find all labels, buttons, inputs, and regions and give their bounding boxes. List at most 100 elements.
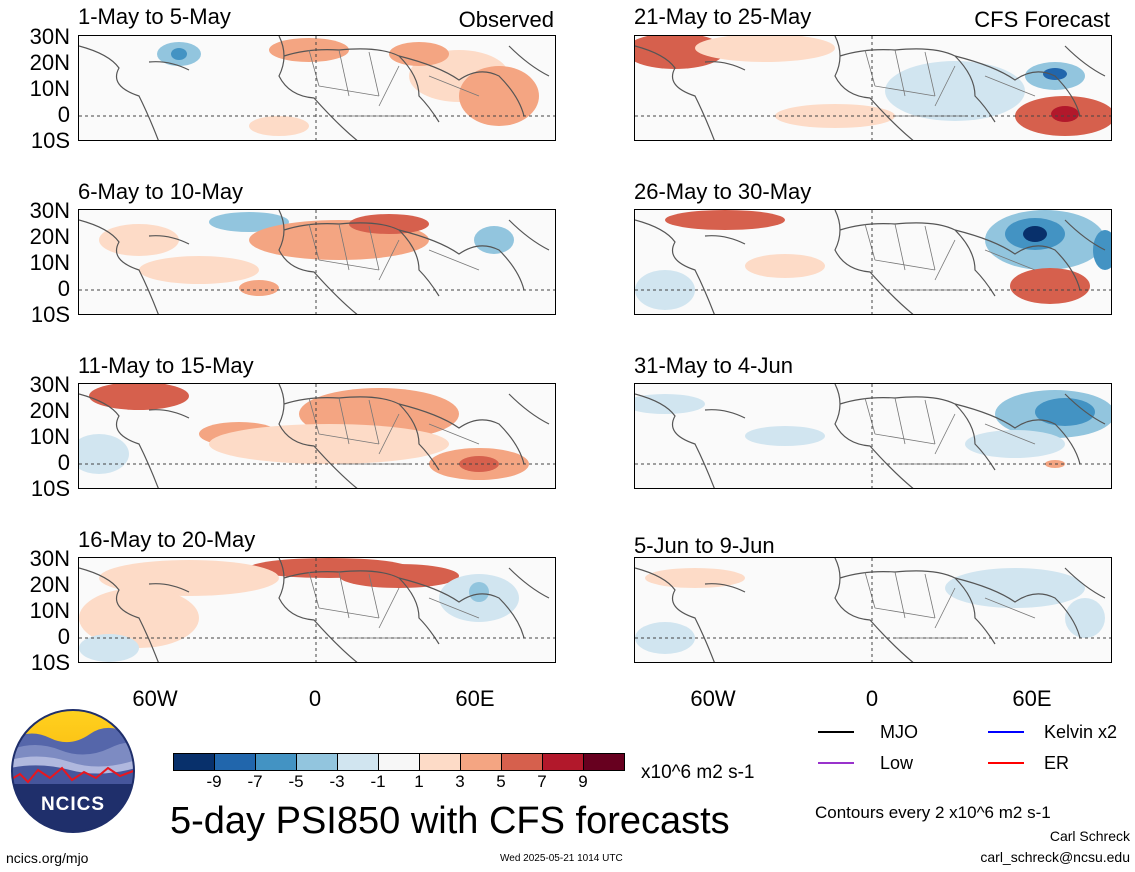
lon-label-left-60e: 60E	[455, 686, 495, 711]
colorbar-units: x10^6 m2 s-1	[641, 762, 755, 783]
map-panel-6	[634, 383, 1112, 489]
lon-label-right-0: 0	[865, 686, 879, 711]
legend-label-low: Low	[880, 753, 914, 773]
lat-label: 10N	[29, 598, 70, 623]
colorbar-cell	[296, 753, 338, 771]
lat-label: 0	[57, 276, 70, 301]
lat-label: 10S	[30, 650, 70, 675]
lat-label: 10N	[29, 76, 70, 101]
anomaly-shading	[469, 582, 489, 602]
anomaly-shading	[339, 564, 459, 588]
colorbar-tick-label: 5	[496, 772, 506, 791]
anomaly-shading	[209, 212, 289, 232]
colorbar-tick-label: -7	[247, 772, 263, 791]
colorbar-tick-label: -5	[288, 772, 304, 791]
anomaly-shading	[945, 568, 1085, 608]
colorbar-cell	[378, 753, 420, 771]
anomaly-shading	[99, 224, 179, 256]
anomaly-shading	[965, 430, 1065, 458]
lon-label-left-0: 0	[308, 686, 322, 711]
map-field	[79, 384, 555, 488]
logo-graphic	[11, 709, 135, 833]
anomaly-shading	[695, 36, 835, 62]
map-field	[635, 384, 1111, 488]
coastline	[79, 384, 550, 488]
coastline	[79, 210, 550, 314]
coastline	[79, 558, 550, 662]
panel-title-1: 1-May to 5-May	[78, 4, 231, 29]
map-field	[79, 210, 555, 314]
colorbar-tick-label: -3	[329, 772, 345, 791]
anomaly-shading	[665, 210, 785, 230]
author-email: carl_schreck@ncsu.edu	[980, 849, 1130, 865]
lat-label: 10N	[29, 424, 70, 449]
coastline	[635, 210, 1106, 314]
legend-label-kelvin: Kelvin x2	[1044, 722, 1118, 742]
colorbar-cell	[542, 753, 584, 771]
country-borders	[308, 397, 480, 465]
coastline	[79, 36, 550, 140]
anomaly-shading	[139, 256, 259, 284]
map-field	[635, 36, 1111, 140]
colorbar-tick-label: 7	[537, 772, 547, 791]
map-field	[79, 558, 555, 662]
lat-label: 10S	[30, 476, 70, 501]
anomaly-shading	[645, 568, 745, 588]
legend-label-er: ER	[1044, 753, 1070, 773]
lat-label: 20N	[29, 50, 70, 75]
lat-label: 30N	[29, 198, 70, 223]
colorbar-cell	[173, 753, 215, 771]
coastline	[635, 384, 1106, 488]
main-title: 5-day PSI850 with CFS forecasts	[170, 800, 730, 842]
anomaly-shading	[745, 254, 825, 278]
lat-label: 10N	[29, 250, 70, 275]
anomaly-shading	[99, 560, 279, 596]
panel-title-4: 26-May to 30-May	[634, 179, 812, 204]
anomaly-shading	[1043, 68, 1067, 80]
logo-text: NCICS	[40, 794, 106, 815]
map-field	[635, 558, 1111, 662]
anomaly-shading	[885, 61, 1025, 121]
panel-title-8: 5-Jun to 9-Jun	[634, 533, 775, 558]
colorbar-cell	[583, 753, 625, 771]
country-borders	[308, 49, 480, 117]
anomaly-shading	[389, 42, 449, 66]
lat-label: 10S	[30, 128, 70, 153]
colorbar-tick-label: -1	[370, 772, 386, 791]
anomaly-shading	[474, 226, 514, 254]
contour-note: Contours every 2 x10^6 m2 s-1	[815, 803, 1051, 822]
lat-label: 30N	[29, 546, 70, 571]
author-name: Carl Schreck	[1049, 828, 1130, 844]
colorbar-tick-label: 1	[414, 772, 424, 791]
lat-label: 0	[57, 450, 70, 475]
colorbar-cell	[460, 753, 502, 771]
anomaly-shading	[89, 384, 189, 410]
panel-tag-forecast: CFS Forecast	[974, 7, 1110, 32]
lon-label-left-60w: 60W	[132, 686, 178, 711]
anomaly-shading	[79, 634, 139, 662]
footer-url: ncics.org/mjo	[6, 850, 89, 866]
lat-label: 30N	[29, 24, 70, 49]
anomaly-shading	[209, 424, 449, 464]
lat-label: 20N	[29, 398, 70, 423]
coastline	[635, 558, 1106, 662]
ncics-logo: NCICS	[10, 708, 136, 834]
lat-label: 20N	[29, 224, 70, 249]
anomaly-shading	[1051, 106, 1079, 122]
anomaly-shading	[1023, 226, 1047, 242]
map-panel-7	[78, 557, 556, 663]
colorbar-tick-label: -9	[206, 772, 222, 791]
anomaly-shading	[239, 280, 279, 296]
anomaly-shading	[745, 426, 825, 446]
lat-label: 0	[57, 102, 70, 127]
colorbar-tick-label: 9	[578, 772, 588, 791]
anomaly-shading	[171, 48, 187, 60]
panel-title-2: 21-May to 25-May	[634, 4, 812, 29]
legend-line-low	[818, 762, 854, 764]
country-borders	[864, 397, 1036, 465]
legend-line-mjo	[818, 731, 854, 733]
coastline	[635, 36, 1106, 140]
panel-title-6: 31-May to 4-Jun	[634, 353, 793, 378]
colorbar-cell	[337, 753, 379, 771]
legend-label-mjo: MJO	[880, 722, 918, 742]
